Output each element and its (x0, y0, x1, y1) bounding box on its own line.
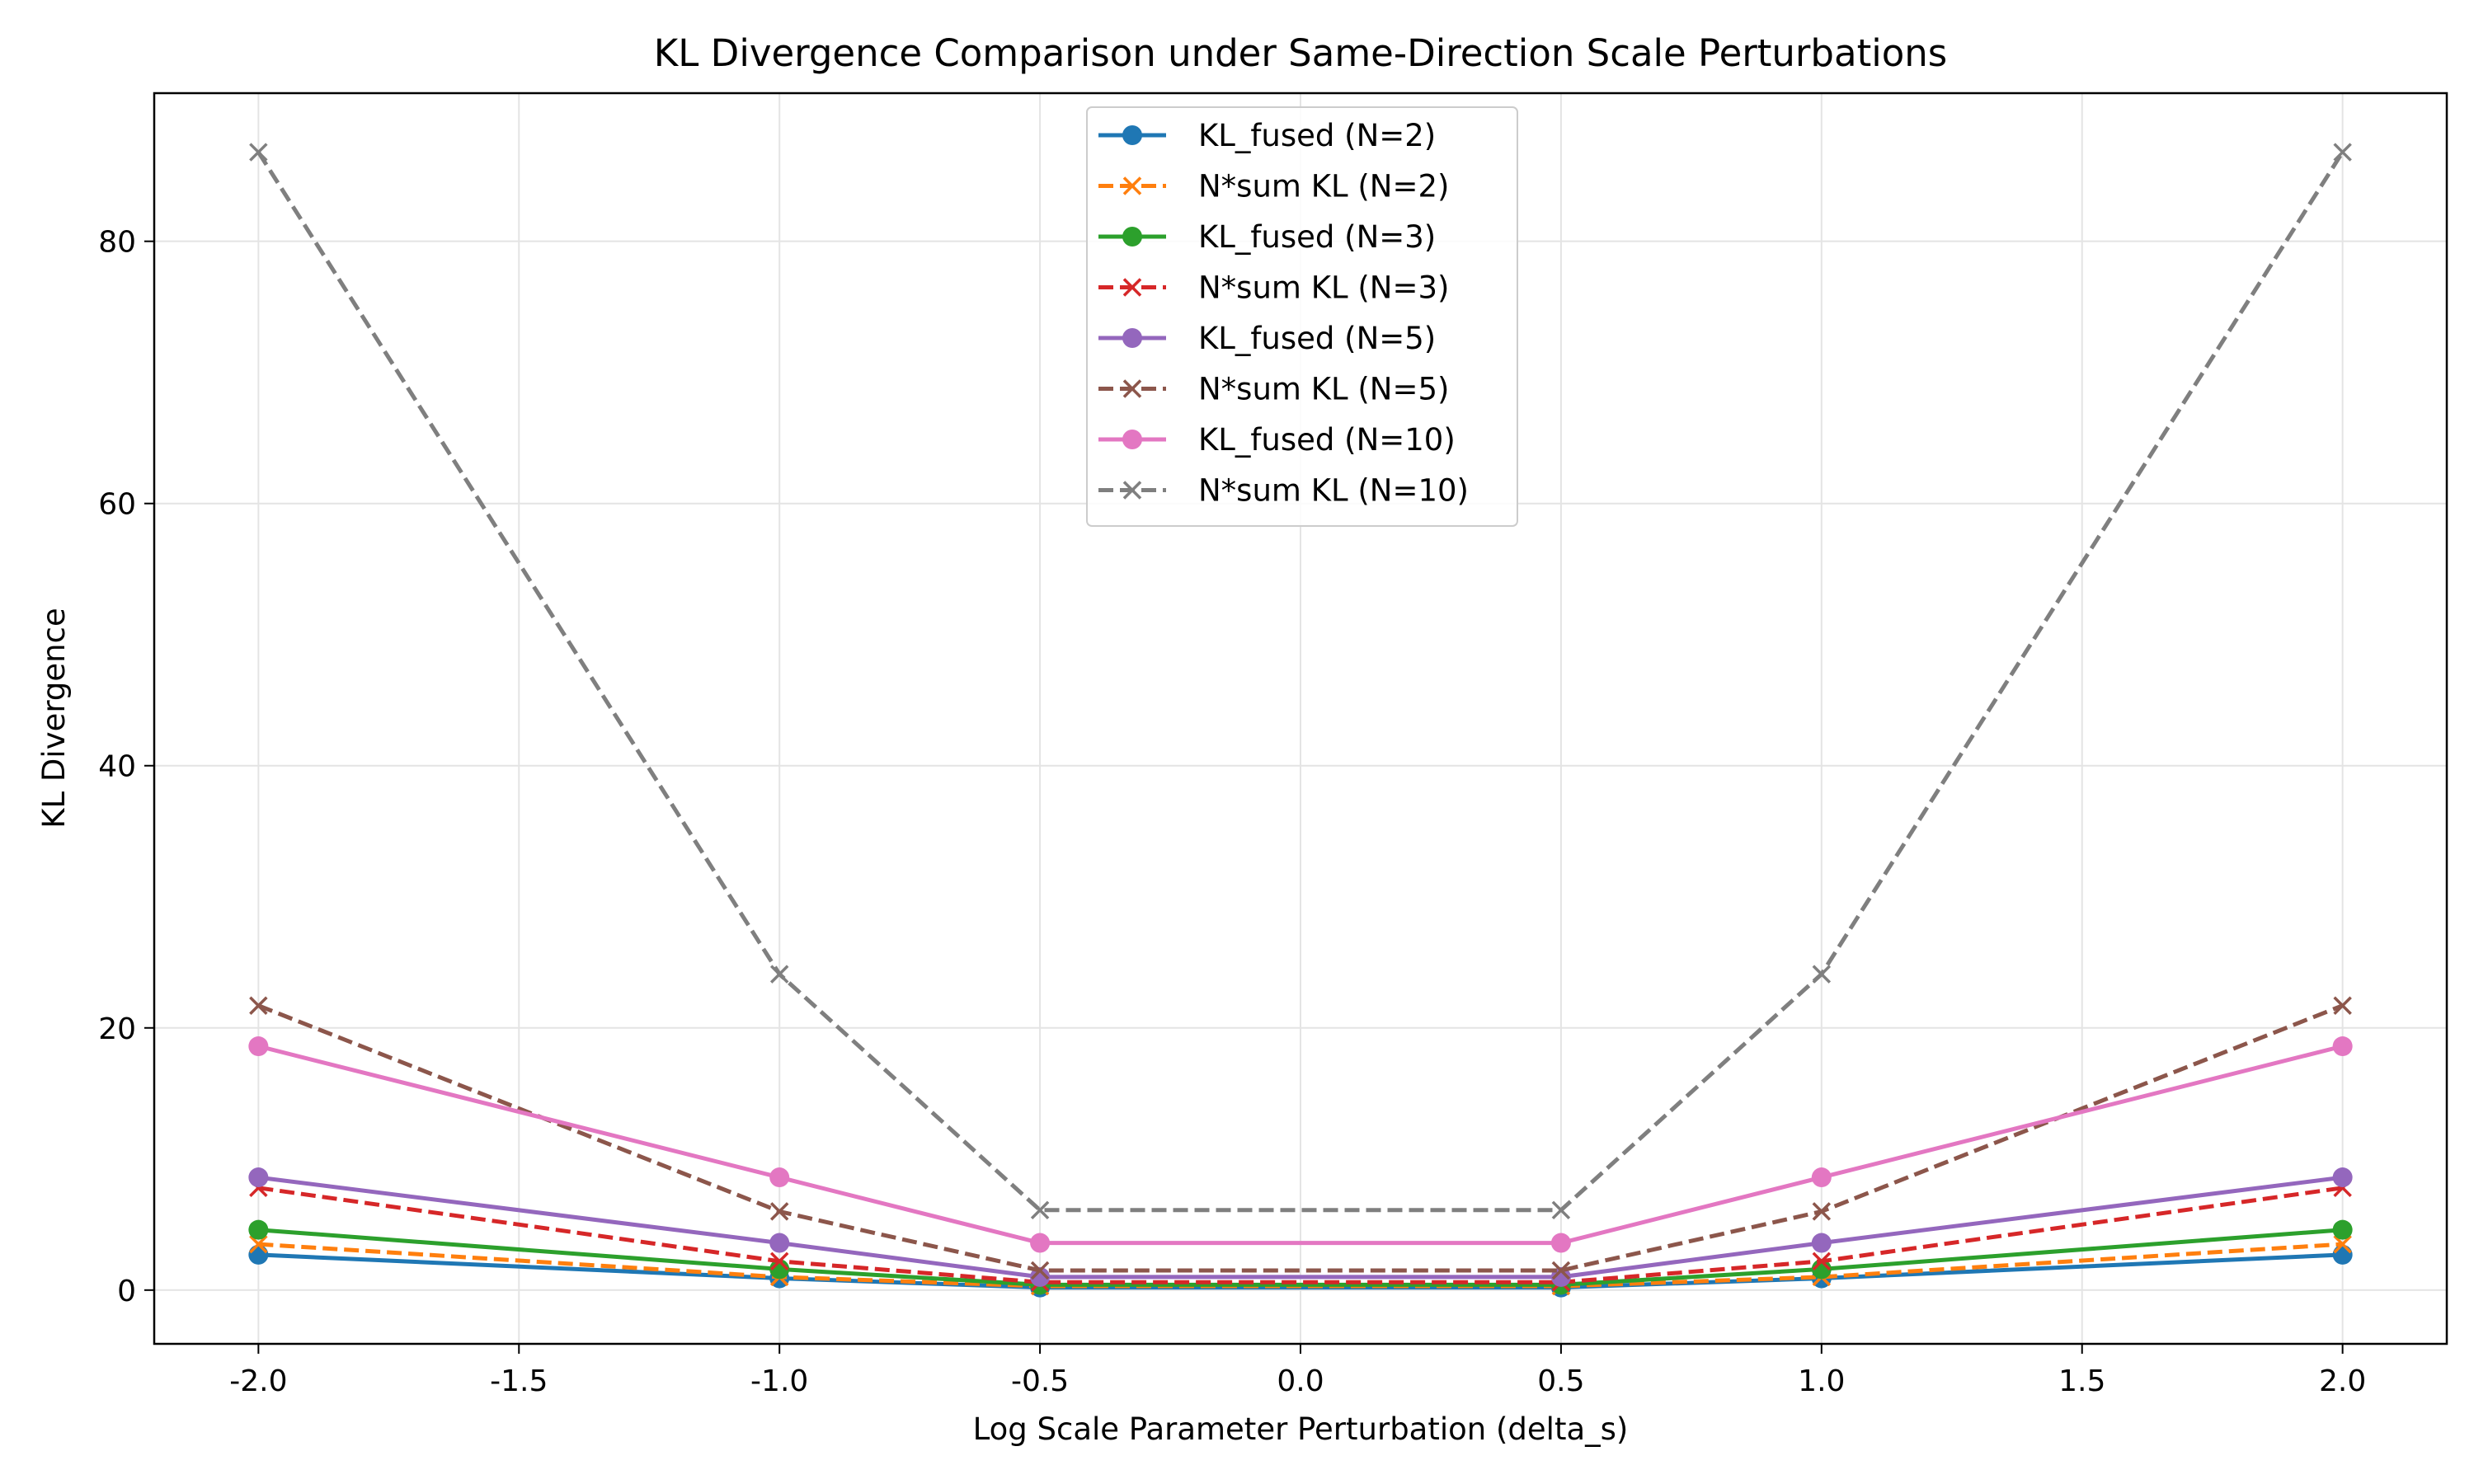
data-point (1550, 1233, 1571, 1253)
x-tick-label: -1.5 (490, 1364, 548, 1398)
legend-marker (1122, 430, 1142, 449)
data-point (769, 1167, 790, 1188)
y-tick-label: 20 (98, 1012, 136, 1046)
legend-item: N*sum KL (N=2) (1098, 169, 1449, 204)
legend-marker (1122, 481, 1142, 500)
legend-label: KL_fused (N=5) (1198, 321, 1436, 356)
legend-marker (1122, 379, 1142, 398)
data-point (249, 143, 268, 162)
legend-marker (1122, 176, 1142, 195)
y-tick-label: 60 (98, 488, 136, 522)
legend-item: KL_fused (N=5) (1098, 321, 1436, 356)
legend-item: N*sum KL (N=5) (1098, 372, 1449, 407)
legend-label: KL_fused (N=2) (1198, 118, 1436, 153)
legend-item: KL_fused (N=2) (1098, 118, 1436, 153)
data-point (2333, 996, 2352, 1015)
data-point (1812, 1252, 1832, 1271)
data-point (248, 1167, 269, 1188)
series-7 (248, 1036, 2353, 1253)
data-point (1811, 1233, 1832, 1253)
data-point (1551, 1200, 1571, 1220)
x-tick-label: -0.5 (1011, 1364, 1069, 1398)
data-point (769, 1233, 790, 1253)
legend-label: N*sum KL (N=2) (1198, 169, 1449, 204)
x-tick-label: 0.5 (1537, 1364, 1584, 1398)
data-point (248, 1244, 269, 1265)
data-point (2332, 1219, 2353, 1240)
y-tick-label: 0 (117, 1275, 136, 1308)
x-tick-label: 0.0 (1277, 1364, 1324, 1398)
data-point (1812, 965, 1832, 984)
legend-item: KL_fused (N=10) (1098, 422, 1456, 458)
x-tick-label: 1.5 (2058, 1364, 2105, 1398)
y-tick-label: 40 (98, 750, 136, 784)
legend-marker (1122, 278, 1142, 297)
legend-label: KL_fused (N=3) (1198, 219, 1436, 255)
legend-marker (1122, 227, 1142, 247)
series-line (256, 1175, 2345, 1280)
data-point (1030, 1261, 1050, 1280)
x-tick-label: 1.0 (1798, 1364, 1845, 1398)
x-tick-label: -2.0 (229, 1364, 287, 1398)
legend-item: N*sum KL (N=3) (1098, 270, 1449, 306)
legend-label: KL_fused (N=10) (1198, 422, 1456, 458)
legend-box (1086, 106, 1518, 527)
series-line (258, 1186, 2343, 1284)
data-point (2332, 1036, 2353, 1057)
data-series (248, 143, 2353, 1298)
data-point (769, 1202, 789, 1221)
data-point (2332, 1244, 2353, 1265)
chart-title: KL Divergence Comparison under Same-Dire… (654, 31, 1947, 75)
legend-label: N*sum KL (N=3) (1198, 270, 1449, 306)
data-point (248, 1219, 269, 1240)
data-point (2332, 1167, 2353, 1188)
legend-item: N*sum KL (N=10) (1098, 473, 1469, 509)
data-point (1030, 1233, 1051, 1253)
legend-marker (1122, 125, 1142, 145)
data-point (248, 1036, 269, 1057)
legend-item: KL_fused (N=3) (1098, 219, 1436, 255)
legend-label: N*sum KL (N=10) (1198, 473, 1469, 509)
legend-marker (1122, 328, 1142, 348)
x-tick-label: -1.0 (750, 1364, 808, 1398)
data-point (1030, 1200, 1050, 1220)
x-axis-label: Log Scale Parameter Perturbation (delta_… (973, 1411, 1629, 1447)
y-tick-label: 80 (98, 226, 136, 260)
x-axis-ticks: -2.0 -1.5 -1.0 -0.5 0.0 0.5 1.0 1.5 2.0 (229, 1344, 2366, 1398)
data-point (2333, 1234, 2352, 1254)
legend: KL_fused (N=2) N*sum KL (N=2) KL_fused (N=… (1086, 106, 1518, 527)
data-point (1030, 1266, 1051, 1287)
data-point (2333, 143, 2352, 162)
series-line (256, 151, 2345, 1213)
x-tick-label: 2.0 (2319, 1364, 2366, 1398)
data-point (249, 1234, 268, 1254)
data-point (1811, 1167, 1832, 1188)
data-point (769, 965, 789, 984)
series-line (256, 1044, 2345, 1246)
legend-label: N*sum KL (N=5) (1198, 372, 1449, 407)
series-6 (249, 996, 2352, 1280)
data-point (769, 1252, 789, 1271)
series-line (256, 1228, 2345, 1287)
data-point (249, 996, 268, 1015)
series-8 (249, 143, 2352, 1220)
data-point (1551, 1261, 1571, 1280)
y-axis-label: KL Divergence (36, 608, 72, 828)
data-point (1812, 1202, 1832, 1221)
y-axis-ticks: 0 20 40 60 80 (98, 226, 154, 1308)
